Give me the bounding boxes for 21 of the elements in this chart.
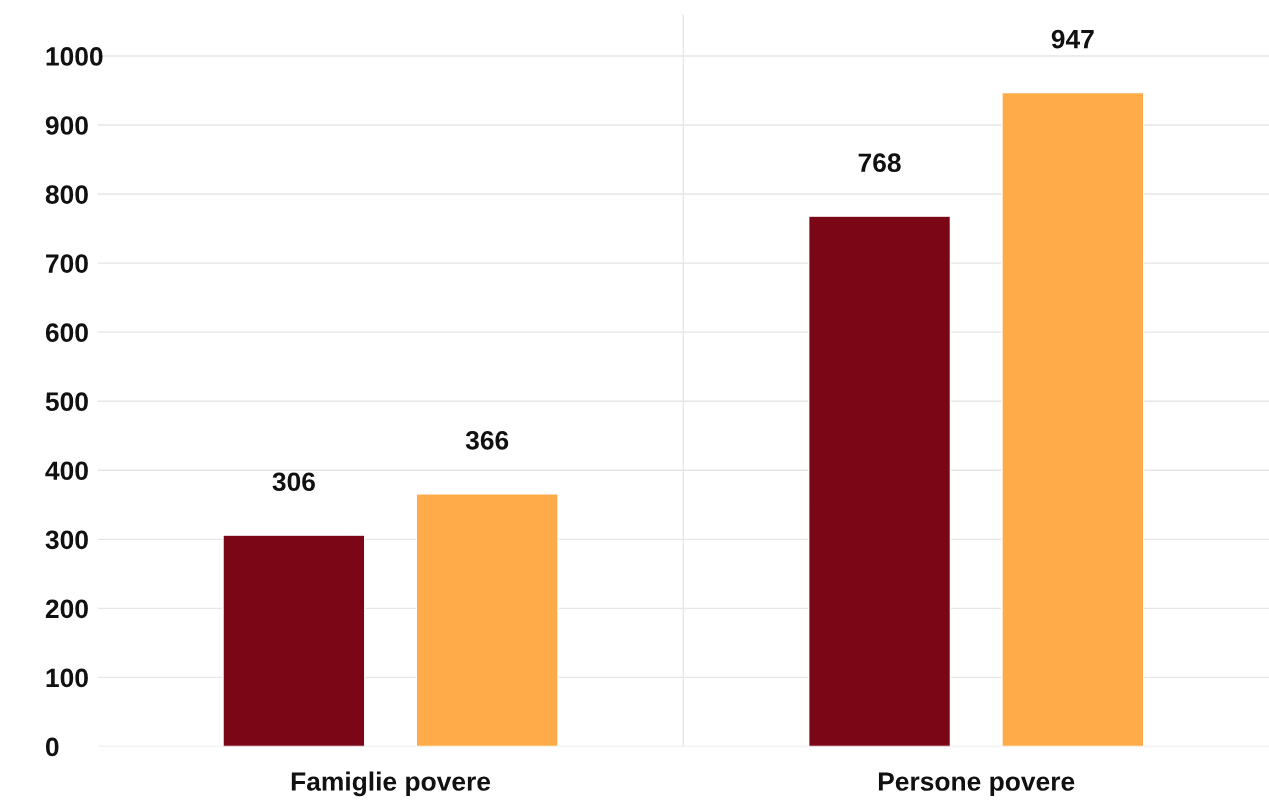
data-label: 306 xyxy=(272,472,315,492)
y-tick-label: 800 xyxy=(45,185,88,204)
y-tick-label: 600 xyxy=(45,323,88,342)
bar xyxy=(1001,91,1145,747)
y-tick-label: 100 xyxy=(46,668,88,688)
y-tick-label: 400 xyxy=(45,461,88,481)
x-tick-label: Famiglie povere xyxy=(291,771,491,797)
data-label: 947 xyxy=(1051,29,1094,49)
bar xyxy=(222,534,366,747)
bar xyxy=(807,215,952,747)
y-tick-label: 200 xyxy=(45,599,88,619)
data-label: 366 xyxy=(465,430,509,450)
y-tick-label: 0 xyxy=(45,737,59,757)
y-tick-label: 300 xyxy=(45,530,88,550)
y-tick-label: 1000 xyxy=(46,47,103,66)
y-tick-label: 500 xyxy=(45,392,88,412)
bar xyxy=(415,493,559,747)
y-tick-label: 700 xyxy=(46,254,88,273)
x-tick-label: Persone povere xyxy=(878,772,1075,797)
y-tick-label: 900 xyxy=(45,116,88,135)
data-label: 768 xyxy=(858,153,901,173)
